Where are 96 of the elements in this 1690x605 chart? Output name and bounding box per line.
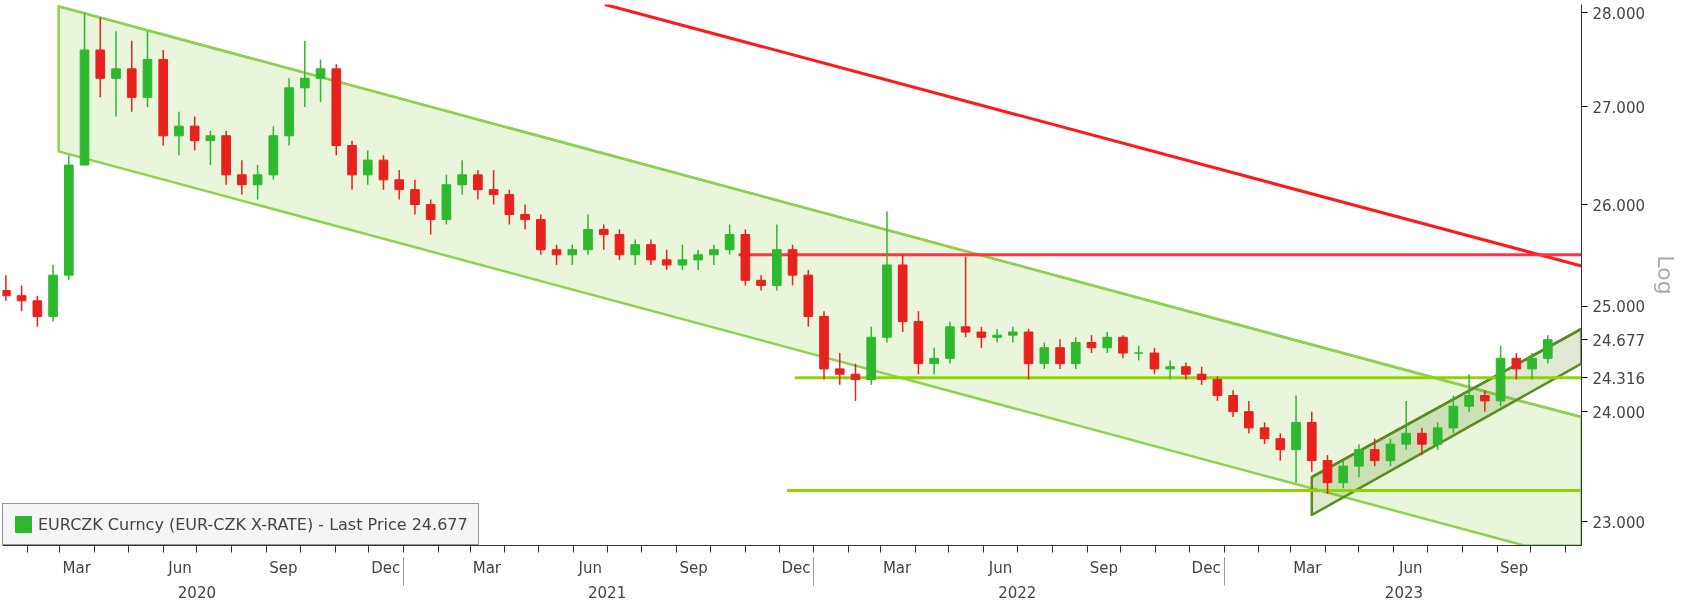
candlestick [551, 243, 562, 266]
y-tick-label: 28.000 [1592, 4, 1645, 23]
x-tick-label: Dec [371, 558, 401, 577]
candlestick [1354, 443, 1364, 478]
candlestick [237, 159, 247, 196]
candlestick [1055, 338, 1065, 370]
candlestick [661, 248, 672, 271]
x2-tick-label: 2021 [588, 583, 627, 602]
candlestick [1244, 400, 1254, 435]
candlestick [1417, 427, 1427, 456]
x-tick-label: Jun [987, 558, 1013, 577]
x-tick-label: Mar [1293, 558, 1323, 577]
candlestick [1149, 347, 1160, 375]
candlestick [1322, 454, 1333, 495]
candlestick [992, 328, 1002, 344]
candlestick [252, 164, 263, 201]
candlestick [1480, 389, 1490, 413]
candlestick [111, 30, 121, 118]
x-tick-label: Sep [679, 558, 708, 577]
candlestick [834, 352, 845, 386]
x2-tick-label: 2022 [998, 583, 1037, 602]
candlestick [1118, 334, 1128, 360]
candlestick [976, 326, 987, 349]
candlestick [1039, 341, 1050, 370]
candlestick [1401, 400, 1412, 451]
candlestick [1102, 331, 1113, 354]
x-tick-label: Jun [167, 558, 192, 577]
candlestick [598, 223, 609, 251]
candlestick [410, 179, 420, 216]
candlestick [378, 154, 389, 191]
candlestick [1165, 359, 1175, 381]
x2-tick-label: 2023 [1384, 583, 1424, 602]
candlestick [1196, 366, 1207, 386]
candlestick [1542, 334, 1553, 365]
y-tick-label: 24.000 [1592, 403, 1645, 422]
candlestick [677, 243, 688, 271]
candlestick [1259, 421, 1270, 445]
candlestick [646, 238, 656, 266]
y-tick-label: 25.000 [1592, 298, 1645, 317]
x-tick-label: Mar [882, 558, 913, 577]
candlestick [1212, 375, 1223, 402]
candlestick [520, 203, 530, 231]
candlestick [724, 223, 735, 256]
candlestick [1275, 432, 1286, 462]
x-tick-label: Mar [472, 558, 502, 577]
x2-tick-label: 2020 [177, 583, 217, 602]
y-tick-label: 23.000 [1592, 513, 1645, 532]
candlestick [189, 115, 200, 152]
candlestick [567, 243, 578, 266]
candlestick [473, 169, 483, 201]
candlestick [693, 248, 703, 271]
x-tick-label: Jun [1397, 558, 1423, 577]
legend-label: EURCZK Curncy (EUR-CZK X-RATE) - Last Price 24.677 [38, 514, 468, 534]
candlestick [504, 188, 515, 226]
candlestick [488, 169, 499, 206]
x-tick-label: Sep [269, 558, 298, 577]
x-tick-label: Jun [577, 558, 602, 577]
candlestick [16, 284, 27, 312]
candlestick [205, 130, 216, 166]
x-tick-label: Sep [1089, 558, 1119, 577]
candlestick [614, 228, 625, 261]
y-tick-label: 24.316 [1592, 369, 1645, 388]
candlestick [1511, 352, 1522, 381]
candlestick [1527, 352, 1537, 381]
candlestick [1464, 373, 1474, 413]
candlestick [299, 39, 310, 108]
candlestick [1338, 459, 1349, 489]
candlestick [362, 149, 373, 186]
candlestick [1432, 421, 1443, 451]
candlestick [709, 243, 719, 266]
candlestick [929, 347, 939, 375]
candlestick [1070, 336, 1081, 370]
candlestick [32, 294, 43, 328]
x-tick-label: Dec [1191, 558, 1221, 577]
y-tick-label: 24.677 [1592, 331, 1645, 350]
candlestick [850, 362, 861, 402]
candlestick [174, 110, 184, 157]
x-tick-label: Dec [781, 558, 811, 577]
candlestick [1385, 437, 1396, 467]
candlestick [1369, 437, 1380, 467]
candlestick [1008, 326, 1018, 344]
y-tick-label: 26.000 [1592, 196, 1645, 215]
candlestick [457, 159, 467, 196]
candlestick [2, 274, 11, 302]
y-axis-title: Log [1652, 255, 1678, 295]
candlestick [1448, 394, 1459, 435]
x-tick-label: Sep [1499, 558, 1529, 577]
candlestick [960, 256, 971, 339]
candlestick [394, 169, 405, 201]
candlestick [1228, 389, 1238, 418]
candlestick [315, 58, 326, 103]
x-tick-label: Mar [62, 558, 92, 577]
candlestick [630, 238, 641, 266]
y-tick-label: 27.000 [1592, 98, 1645, 117]
candlestick [583, 213, 593, 256]
candlestick [425, 198, 436, 236]
